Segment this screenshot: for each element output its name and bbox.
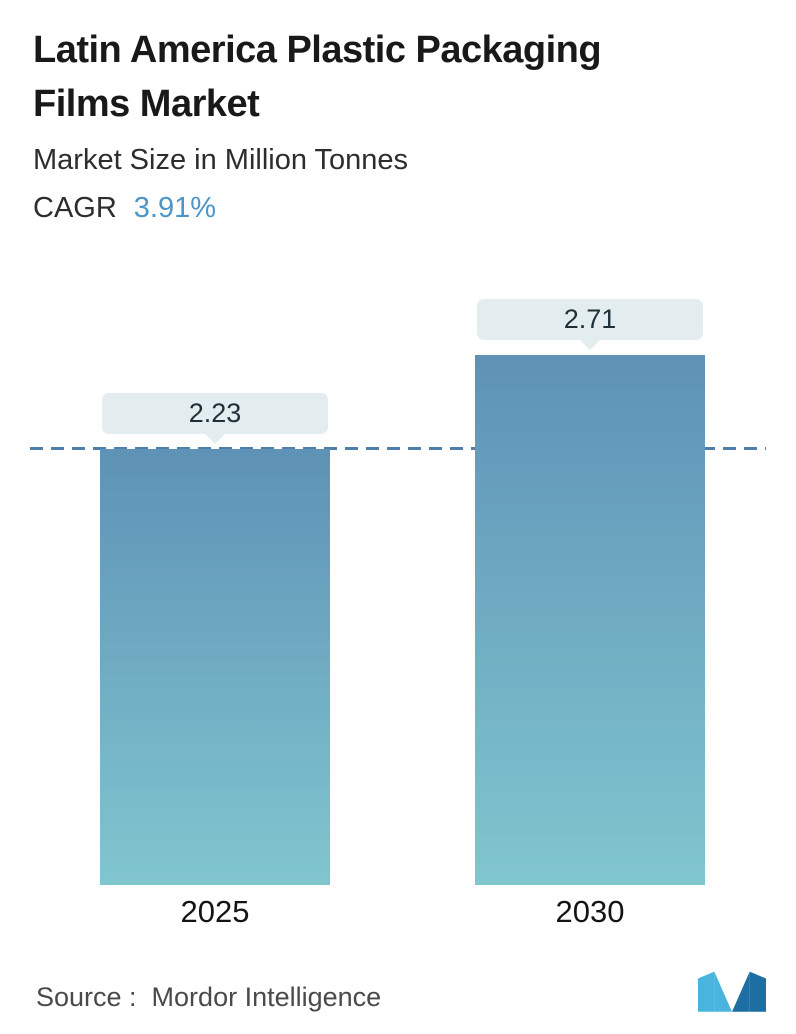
value-label-2030: 2.71 [477,299,703,350]
mordor-m-icon [698,971,766,1012]
cagr-label: CAGR [33,191,117,224]
tooltip-arrow-icon [579,339,601,350]
chart-header: Latin America Plastic Packaging Films Ma… [33,24,763,225]
x-axis-label-2025: 2025 [180,894,250,929]
source-text: Source : Mordor Intelligence [36,982,382,1012]
value-text-2025: 2.23 [188,398,242,428]
cagr-value: 3.91% [133,191,217,224]
title-line-1: Latin America Plastic Packaging [33,29,602,71]
reference-dashed-line [30,447,766,450]
x-axis-label-2030: 2030 [555,894,625,929]
bar-2030[interactable] [475,355,705,885]
title-line-2: Films Market [33,82,260,125]
bar-group-2030: 2.71 [475,299,705,885]
bar-group-2025: 2.23 [100,393,330,885]
value-text-2030: 2.71 [563,304,617,334]
tooltip-arrow-icon [204,433,226,444]
chart-subtitle: Market Size in Million Tonnes [33,143,409,176]
bar-2025[interactable] [100,449,330,885]
cagr-row: CAGR 3.91% [33,192,763,225]
page-title: Latin America Plastic Packaging Films Ma… [33,24,763,132]
value-label-2025: 2.23 [102,393,328,444]
mordor-intelligence-logo [698,968,766,1012]
